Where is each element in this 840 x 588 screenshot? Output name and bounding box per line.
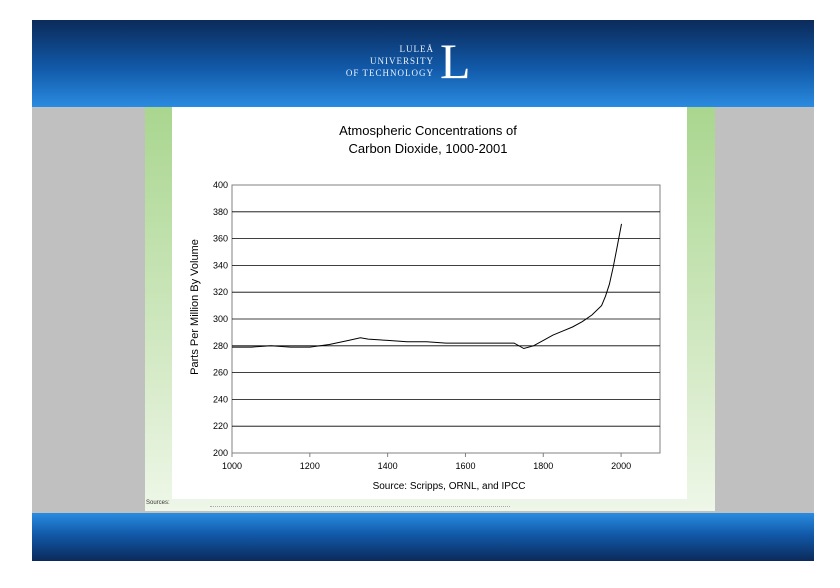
x-axis-label: Source: Scripps, ORNL, and IPCC: [373, 481, 526, 492]
x-tick-label: 1600: [455, 461, 475, 471]
chart-title-line-1: Atmospheric Concentrations of: [339, 123, 517, 138]
faint-footnote-text: [210, 506, 510, 509]
sources-label: Sources:: [146, 500, 170, 506]
x-tick-label: 1200: [300, 461, 320, 471]
y-tick-label: 360: [213, 234, 228, 244]
y-tick-label: 340: [213, 260, 228, 270]
x-tick-labels: 1000 1200 1400 1600 1800 2000: [222, 453, 631, 471]
y-tick-label: 400: [213, 180, 228, 190]
grid-lines: [232, 211, 660, 427]
logo-letter: L: [440, 33, 471, 89]
x-tick-label: 2000: [611, 461, 631, 471]
y-tick-label: 380: [213, 207, 228, 217]
co2-series-line: [232, 223, 622, 350]
y-axis-label: Parts Per Million By Volume: [189, 239, 201, 375]
university-logo: LULEÅ UNIVERSITY OF TECHNOLOGY L: [346, 33, 480, 96]
header-band: [32, 20, 814, 107]
x-tick-label: 1800: [533, 461, 553, 471]
logo-line-3: OF TECHNOLOGY: [345, 68, 434, 78]
y-tick-label: 200: [213, 448, 228, 458]
logo-line-2: UNIVERSITY: [370, 56, 434, 66]
x-tick-label: 1400: [378, 461, 398, 471]
chart-card: Atmospheric Concentrations of Carbon Dio…: [172, 107, 687, 499]
y-tick-label: 300: [213, 314, 228, 324]
y-tick-label: 260: [213, 368, 228, 378]
chart-title-line-2: Carbon Dioxide, 1000-2001: [349, 141, 508, 156]
y-tick-label: 240: [213, 394, 228, 404]
co2-line-chart: Atmospheric Concentrations of Carbon Dio…: [189, 123, 661, 492]
y-tick-label: 320: [213, 287, 228, 297]
logo-line-1: LULEÅ: [399, 44, 434, 54]
y-tick-label: 220: [213, 421, 228, 431]
x-tick-label: 1000: [222, 461, 242, 471]
y-tick-labels: 200 220 240 260 280 300 320 340 360 380 400: [213, 180, 228, 458]
y-tick-label: 280: [213, 341, 228, 351]
footer-band: [32, 513, 814, 561]
